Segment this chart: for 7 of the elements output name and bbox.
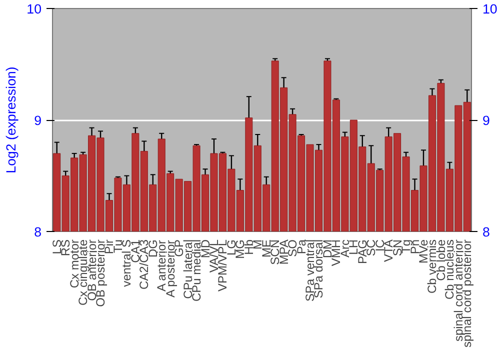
y2-tick-label: 9 bbox=[482, 113, 490, 128]
y-tick-label: 10 bbox=[26, 2, 42, 16]
y2-tick-label: 8 bbox=[482, 224, 490, 240]
y2-tick-label: 10 bbox=[482, 2, 498, 16]
y-tick-label: 8 bbox=[34, 224, 42, 240]
y-tick-label: 9 bbox=[34, 113, 42, 128]
y-axis-title: Log2 (expression) bbox=[4, 66, 19, 174]
